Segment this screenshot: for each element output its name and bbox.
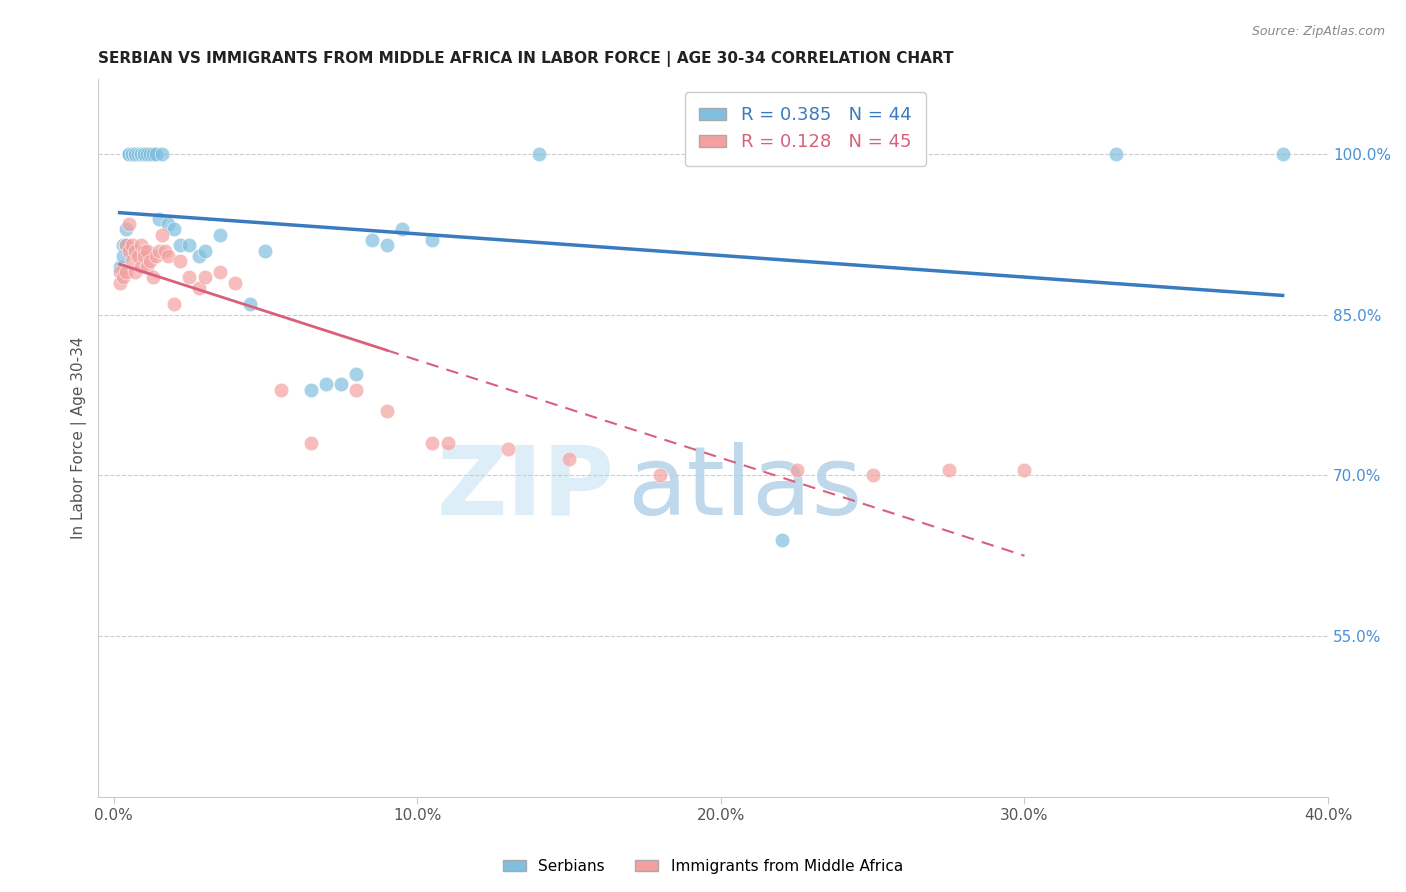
Serbians (132, 147, 155, 161)
Text: atlas: atlas (627, 442, 862, 534)
Serbians (127, 147, 149, 161)
Immigrants from Middle Africa (648, 468, 671, 483)
Serbians (129, 147, 152, 161)
Immigrants from Middle Africa (169, 254, 191, 268)
Serbians (148, 211, 170, 226)
Legend: R = 0.385   N = 44, R = 0.128   N = 45: R = 0.385 N = 44, R = 0.128 N = 45 (685, 92, 925, 166)
Immigrants from Middle Africa (179, 270, 201, 285)
Immigrants from Middle Africa (150, 227, 173, 242)
Serbians (124, 147, 146, 161)
Immigrants from Middle Africa (786, 463, 808, 477)
Serbians (157, 217, 180, 231)
Serbians (422, 233, 444, 247)
Serbians (527, 147, 550, 161)
Serbians (118, 147, 141, 161)
Serbians (139, 147, 162, 161)
Immigrants from Middle Africa (862, 468, 884, 483)
Immigrants from Middle Africa (132, 249, 155, 263)
Text: Source: ZipAtlas.com: Source: ZipAtlas.com (1251, 25, 1385, 38)
Immigrants from Middle Africa (114, 265, 136, 279)
Serbians (315, 377, 337, 392)
Serbians (239, 297, 262, 311)
Serbians (163, 222, 186, 236)
Serbians (150, 147, 173, 161)
Immigrants from Middle Africa (938, 463, 960, 477)
Serbians (108, 260, 131, 274)
Serbians (118, 147, 141, 161)
Serbians (129, 147, 152, 161)
Immigrants from Middle Africa (139, 254, 162, 268)
Immigrants from Middle Africa (187, 281, 209, 295)
Text: ZIP: ZIP (437, 442, 614, 534)
Serbians (142, 147, 165, 161)
Immigrants from Middle Africa (121, 254, 143, 268)
Immigrants from Middle Africa (422, 436, 444, 450)
Serbians (169, 238, 191, 252)
Immigrants from Middle Africa (194, 270, 217, 285)
Serbians (330, 377, 353, 392)
Serbians (145, 147, 167, 161)
Serbians (124, 147, 146, 161)
Serbians (391, 222, 413, 236)
Immigrants from Middle Africa (1014, 463, 1036, 477)
Immigrants from Middle Africa (142, 270, 165, 285)
Immigrants from Middle Africa (498, 442, 520, 456)
Serbians (179, 238, 201, 252)
Immigrants from Middle Africa (129, 260, 152, 274)
Immigrants from Middle Africa (153, 244, 176, 258)
Immigrants from Middle Africa (121, 238, 143, 252)
Immigrants from Middle Africa (136, 244, 159, 258)
Immigrants from Middle Africa (163, 297, 186, 311)
Serbians (121, 147, 143, 161)
Serbians (114, 222, 136, 236)
Serbians (111, 238, 134, 252)
Serbians (254, 244, 277, 258)
Serbians (121, 147, 143, 161)
Y-axis label: In Labor Force | Age 30-34: In Labor Force | Age 30-34 (72, 337, 87, 540)
Immigrants from Middle Africa (124, 244, 146, 258)
Immigrants from Middle Africa (346, 383, 368, 397)
Immigrants from Middle Africa (208, 265, 231, 279)
Immigrants from Middle Africa (436, 436, 458, 450)
Serbians (114, 238, 136, 252)
Serbians (299, 383, 322, 397)
Serbians (360, 233, 382, 247)
Immigrants from Middle Africa (299, 436, 322, 450)
Serbians (346, 367, 368, 381)
Immigrants from Middle Africa (111, 270, 134, 285)
Immigrants from Middle Africa (136, 260, 159, 274)
Serbians (118, 147, 141, 161)
Serbians (187, 249, 209, 263)
Immigrants from Middle Africa (118, 244, 141, 258)
Serbians (194, 244, 217, 258)
Immigrants from Middle Africa (108, 276, 131, 290)
Serbians (375, 238, 398, 252)
Immigrants from Middle Africa (148, 244, 170, 258)
Immigrants from Middle Africa (558, 452, 581, 467)
Immigrants from Middle Africa (270, 383, 292, 397)
Immigrants from Middle Africa (375, 404, 398, 418)
Immigrants from Middle Africa (224, 276, 246, 290)
Serbians (1271, 147, 1294, 161)
Serbians (136, 147, 159, 161)
Immigrants from Middle Africa (124, 265, 146, 279)
Immigrants from Middle Africa (132, 244, 155, 258)
Immigrants from Middle Africa (145, 249, 167, 263)
Serbians (1104, 147, 1126, 161)
Immigrants from Middle Africa (157, 249, 180, 263)
Immigrants from Middle Africa (129, 238, 152, 252)
Text: SERBIAN VS IMMIGRANTS FROM MIDDLE AFRICA IN LABOR FORCE | AGE 30-34 CORRELATION : SERBIAN VS IMMIGRANTS FROM MIDDLE AFRICA… (98, 51, 953, 67)
Legend: Serbians, Immigrants from Middle Africa: Serbians, Immigrants from Middle Africa (498, 853, 908, 880)
Immigrants from Middle Africa (108, 265, 131, 279)
Immigrants from Middle Africa (114, 238, 136, 252)
Serbians (132, 147, 155, 161)
Serbians (208, 227, 231, 242)
Immigrants from Middle Africa (118, 217, 141, 231)
Immigrants from Middle Africa (127, 249, 149, 263)
Serbians (770, 533, 793, 547)
Serbians (111, 249, 134, 263)
